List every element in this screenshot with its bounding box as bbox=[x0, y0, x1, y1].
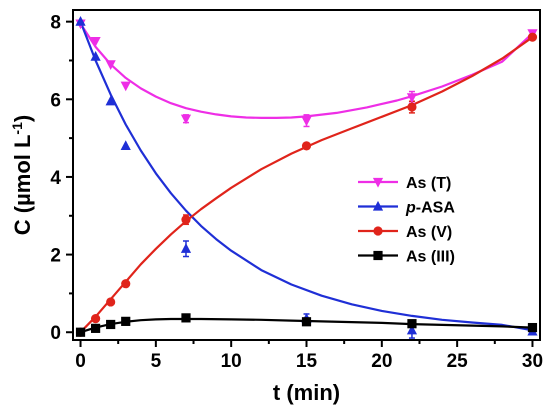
x-axis-label: t (min) bbox=[273, 380, 340, 405]
y-tick-label: 6 bbox=[50, 90, 61, 111]
data-point-as-t bbox=[406, 93, 418, 103]
error-bars bbox=[182, 90, 415, 339]
data-point-as-t bbox=[90, 36, 101, 47]
y-tick-label: 4 bbox=[50, 168, 61, 189]
data-point-as-iii bbox=[121, 316, 131, 326]
data-point-as-v bbox=[407, 102, 417, 112]
data-point-as-t bbox=[120, 81, 131, 92]
x-tick-label: 0 bbox=[75, 351, 86, 372]
legend: As (T) p-ASA As (V) As (III) bbox=[358, 175, 455, 266]
data-point-as-iii bbox=[407, 319, 417, 329]
data-point-p-asa bbox=[105, 95, 116, 106]
data-point-as-t bbox=[105, 60, 116, 70]
data-point-p-asa bbox=[120, 140, 131, 150]
data-markers bbox=[75, 16, 538, 337]
fit-curve-as-t bbox=[79, 23, 534, 120]
y-tick-label: 0 bbox=[50, 323, 61, 344]
legend-label-as-t: As (T) bbox=[406, 175, 451, 192]
data-point-as-v bbox=[106, 297, 116, 307]
data-point-as-iii bbox=[301, 317, 312, 327]
data-point-as-v bbox=[90, 314, 101, 324]
legend-label-part: As (T) bbox=[406, 175, 451, 192]
y-axis-label: C (µmol L-1) bbox=[9, 115, 35, 235]
legend-label-part: As (V) bbox=[406, 224, 452, 241]
data-point-as-iii bbox=[181, 313, 191, 323]
data-point-as-iii bbox=[106, 319, 116, 330]
x-tick-label: 20 bbox=[371, 351, 392, 372]
legend-marker-as-t bbox=[372, 177, 384, 188]
legend-marker-p-asa bbox=[372, 200, 384, 211]
legend-label-part: p bbox=[405, 200, 416, 217]
y-tick-label: 8 bbox=[50, 13, 61, 34]
y-tick-label: 2 bbox=[50, 246, 61, 267]
x-tick-label: 30 bbox=[522, 351, 543, 372]
data-point-p-asa bbox=[75, 16, 86, 26]
fit-curves bbox=[79, 21, 534, 334]
fit-curve-as-v bbox=[79, 36, 534, 333]
y-axis-label-superscript: -1 bbox=[9, 122, 25, 135]
legend-marker-as-v bbox=[373, 226, 383, 236]
data-point-as-iii bbox=[90, 323, 101, 333]
legend-label-as-v: As (V) bbox=[406, 224, 452, 241]
legend-label-p-asa: p-ASA bbox=[405, 200, 455, 217]
data-point-as-v bbox=[527, 32, 538, 42]
x-tick-label: 10 bbox=[221, 351, 242, 372]
data-point-p-asa bbox=[406, 324, 418, 335]
x-axis-ticks: 0 5 10 15 20 25 30 bbox=[75, 340, 543, 372]
data-point-as-v bbox=[181, 215, 191, 225]
data-point-as-v bbox=[121, 279, 131, 289]
y-axis-ticks: 0 2 4 6 8 bbox=[50, 13, 73, 344]
legend-label-part: As (III) bbox=[406, 249, 455, 266]
legend-marker-as-iii bbox=[373, 250, 383, 261]
x-tick-label: 25 bbox=[447, 351, 469, 372]
data-point-as-iii bbox=[527, 322, 538, 333]
y-axis-label-close: ) bbox=[10, 115, 35, 122]
x-tick-label: 5 bbox=[151, 351, 162, 372]
data-point-p-asa bbox=[90, 50, 101, 61]
fit-curve-p-asa bbox=[79, 21, 533, 332]
legend-label-part: -ASA bbox=[416, 200, 456, 217]
y-axis-label-main: C (µmol L bbox=[10, 135, 35, 236]
data-point-p-asa bbox=[180, 243, 192, 253]
legend-label-as-iii: As (III) bbox=[406, 249, 455, 266]
data-point-as-t bbox=[180, 114, 192, 125]
x-tick-label: 15 bbox=[296, 351, 318, 372]
data-point-as-t bbox=[301, 116, 312, 127]
data-point-as-v bbox=[301, 141, 312, 151]
data-point-as-iii bbox=[75, 327, 86, 337]
